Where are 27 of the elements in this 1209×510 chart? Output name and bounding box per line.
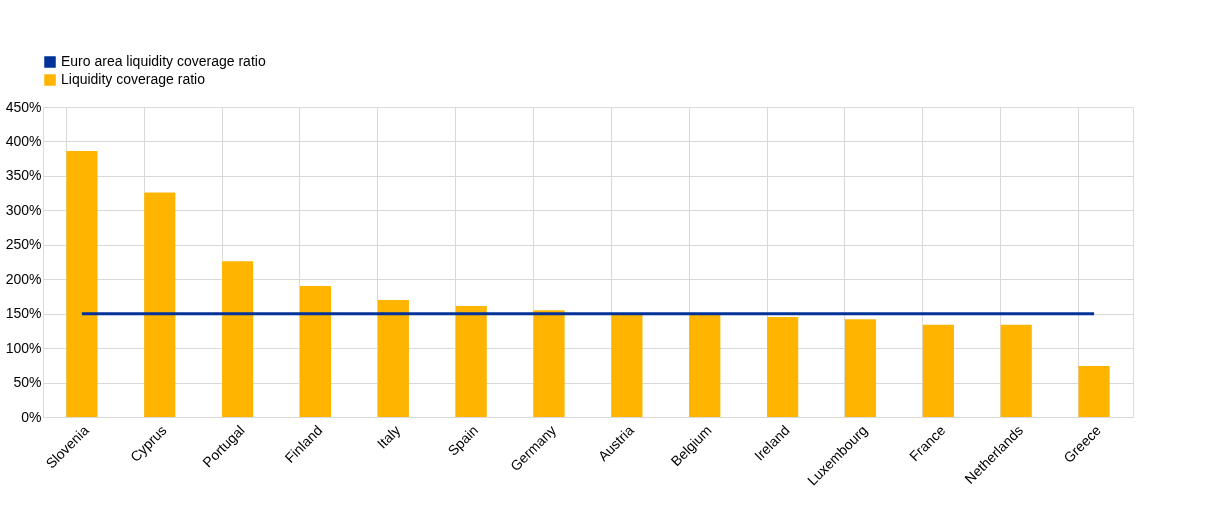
bar <box>1078 366 1110 417</box>
y-tick-label: 350% <box>5 167 42 184</box>
y-tick-label: 300% <box>5 201 42 218</box>
legend-label: Euro area liquidity coverage ratio <box>61 53 266 69</box>
y-tick-label: 200% <box>5 270 42 287</box>
y-tick-label: 450% <box>5 98 42 115</box>
bar <box>689 313 721 417</box>
bar <box>144 192 176 417</box>
y-tick-label: 150% <box>5 305 42 322</box>
bar <box>922 324 954 417</box>
bar <box>222 261 254 417</box>
bar <box>299 286 332 417</box>
bar <box>377 299 409 417</box>
y-tick-label: 400% <box>5 132 42 149</box>
legend-label: Liquidity coverage ratio <box>61 71 206 87</box>
x-tick-label: Italy <box>373 422 404 452</box>
y-tick-label: 250% <box>5 236 42 253</box>
bar <box>611 313 643 417</box>
bar <box>1000 324 1032 417</box>
bar <box>455 306 487 417</box>
bar <box>767 317 799 417</box>
bar <box>844 319 877 417</box>
y-tick-label: 100% <box>5 339 42 356</box>
bar <box>533 310 565 417</box>
y-tick-label: 50% <box>13 374 42 391</box>
bar <box>66 151 98 417</box>
y-tick-label: 0% <box>21 408 42 425</box>
